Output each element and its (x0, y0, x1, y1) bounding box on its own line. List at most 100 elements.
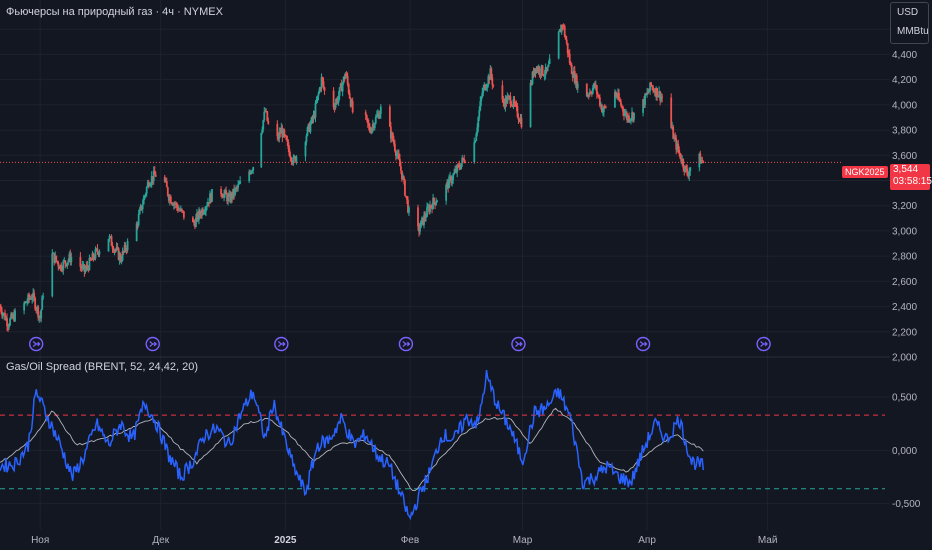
candle-body[interactable] (136, 223, 139, 226)
candle-body[interactable] (93, 258, 96, 260)
candle-body[interactable] (448, 176, 451, 189)
candle-body[interactable] (350, 101, 353, 107)
candle-body[interactable] (193, 222, 195, 224)
candle-body[interactable] (225, 190, 227, 195)
candle-body[interactable] (120, 260, 123, 262)
candle-body[interactable] (110, 236, 113, 246)
candle-body[interactable] (676, 143, 679, 150)
candle-body[interactable] (563, 26, 566, 37)
candle-body[interactable] (378, 113, 381, 119)
candle-body[interactable] (292, 157, 295, 164)
candle-body[interactable] (593, 83, 596, 87)
candle-body[interactable] (420, 220, 422, 228)
candle-body[interactable] (699, 153, 702, 164)
candle-body[interactable] (560, 25, 563, 33)
candle-body[interactable] (568, 53, 571, 64)
candle-body[interactable] (645, 93, 647, 95)
candle-body[interactable] (652, 87, 655, 91)
candle-body[interactable] (679, 152, 682, 159)
candle-body[interactable] (510, 104, 513, 106)
candle-body[interactable] (393, 143, 396, 151)
time-tick-label[interactable]: Ноя (31, 535, 49, 546)
candle-body[interactable] (561, 25, 564, 27)
time-tick-label[interactable]: 2025 (274, 535, 297, 546)
candle-body[interactable] (279, 131, 282, 134)
candle-body[interactable] (628, 115, 630, 122)
candle-body[interactable] (558, 29, 561, 32)
candle-body[interactable] (205, 206, 207, 212)
candle-body[interactable] (653, 90, 656, 92)
candle-body[interactable] (427, 207, 429, 209)
candle-body[interactable] (436, 200, 438, 203)
candle-body[interactable] (491, 77, 494, 85)
candle-body[interactable] (86, 265, 89, 268)
candle-body[interactable] (172, 203, 175, 206)
candle-body[interactable] (137, 214, 140, 226)
candle-body[interactable] (124, 244, 127, 250)
candle-body[interactable] (202, 209, 204, 214)
candle-body[interactable] (658, 91, 661, 97)
candle-body[interactable] (700, 160, 703, 164)
candle-body[interactable] (239, 181, 242, 184)
candle-body[interactable] (407, 199, 409, 213)
event-arrow-icon[interactable] (32, 341, 41, 347)
candle-body[interactable] (192, 217, 194, 223)
candle-body[interactable] (595, 85, 598, 94)
candle-body[interactable] (171, 203, 174, 206)
candle-body[interactable] (57, 262, 60, 267)
candle-body[interactable] (208, 202, 210, 204)
event-icon[interactable] (398, 336, 414, 352)
candle-body[interactable] (573, 70, 576, 83)
candle-body[interactable] (366, 118, 369, 124)
candle-body[interactable] (163, 176, 166, 182)
candle-body[interactable] (406, 196, 408, 200)
candle-body[interactable] (345, 73, 348, 76)
candle-body[interactable] (290, 157, 293, 162)
candle-body[interactable] (351, 101, 354, 113)
candle-body[interactable] (27, 294, 30, 302)
candle-body[interactable] (616, 95, 618, 98)
candle-body[interactable] (394, 150, 397, 157)
candle-body[interactable] (620, 101, 622, 106)
candle-body[interactable] (267, 120, 270, 124)
candle-body[interactable] (557, 31, 560, 59)
candle-body[interactable] (148, 185, 151, 187)
candle-body[interactable] (402, 176, 404, 180)
event-icon[interactable] (28, 336, 44, 352)
candle-body[interactable] (431, 206, 433, 210)
candle-body[interactable] (126, 241, 129, 251)
candle-body[interactable] (629, 119, 631, 122)
candle-body[interactable] (199, 210, 201, 215)
candle-body[interactable] (405, 195, 407, 197)
candle-body[interactable] (596, 93, 599, 96)
candle-body[interactable] (284, 134, 287, 136)
candle-body[interactable] (419, 227, 421, 232)
candle-body[interactable] (490, 68, 493, 78)
candle-body[interactable] (346, 75, 349, 84)
candle-body[interactable] (688, 171, 691, 177)
candle-body[interactable] (543, 74, 546, 76)
candle-body[interactable] (35, 309, 38, 311)
candle-body[interactable] (9, 318, 11, 326)
candle-body[interactable] (591, 88, 594, 94)
candle-body[interactable] (532, 71, 535, 76)
candle-body[interactable] (649, 82, 651, 91)
candle-body[interactable] (506, 96, 509, 104)
candle-body[interactable] (252, 167, 255, 171)
candle-body[interactable] (698, 153, 701, 168)
candle-body[interactable] (342, 76, 345, 84)
candle-body[interactable] (633, 112, 635, 120)
candle-body[interactable] (167, 195, 170, 201)
candle-body[interactable] (520, 118, 523, 128)
candle-body[interactable] (701, 160, 704, 162)
candle-body[interactable] (200, 214, 202, 216)
candle-body[interactable] (111, 245, 114, 249)
candle-body[interactable] (152, 170, 155, 181)
candle-body[interactable] (548, 58, 551, 64)
candle-body[interactable] (94, 249, 97, 259)
candle-body[interactable] (118, 254, 121, 260)
candle-body[interactable] (201, 209, 203, 216)
candle-body[interactable] (509, 96, 512, 105)
candle-body[interactable] (502, 99, 505, 103)
time-tick-label[interactable]: Мар (513, 535, 533, 546)
